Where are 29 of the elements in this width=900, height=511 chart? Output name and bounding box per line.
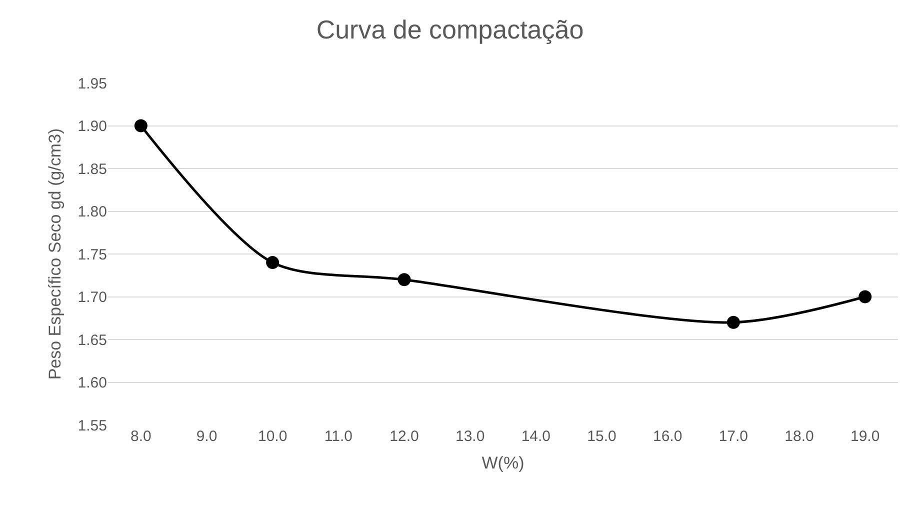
chart-title: Curva de compactação bbox=[316, 14, 584, 45]
y-tick-label: 1.70 bbox=[78, 289, 107, 306]
x-tick-label: 11.0 bbox=[324, 428, 352, 445]
point bbox=[858, 290, 872, 304]
x-tick-label: 14.0 bbox=[521, 428, 551, 445]
x-tick-label: 15.0 bbox=[587, 428, 616, 445]
x-tick-label: 12.0 bbox=[390, 428, 419, 445]
x-tick-label: 13.0 bbox=[455, 428, 485, 445]
point bbox=[398, 273, 411, 286]
x-tick-label: 8.0 bbox=[130, 428, 152, 445]
y-axis-title: Peso Específico Seco gd (g/cm3) bbox=[45, 128, 64, 380]
point bbox=[134, 119, 148, 132]
x-axis-title: W(%) bbox=[482, 453, 524, 472]
y-tick-label: 1.80 bbox=[78, 204, 107, 220]
x-tick-label: 19.0 bbox=[850, 428, 880, 445]
y-tick-label: 1.90 bbox=[78, 118, 107, 135]
y-tick-label: 1.95 bbox=[78, 75, 107, 92]
point bbox=[726, 316, 740, 329]
y-tick-label: 1.75 bbox=[78, 246, 107, 264]
y-tick-label: 1.85 bbox=[78, 160, 107, 178]
x-tick-label: 10.0 bbox=[258, 428, 288, 445]
point bbox=[266, 256, 280, 270]
x-tick-label: 17.0 bbox=[718, 428, 748, 445]
x-tick-label: 18.0 bbox=[784, 428, 814, 445]
y-tick-label: 1.55 bbox=[78, 417, 107, 434]
y-tick-label: 1.60 bbox=[78, 374, 107, 392]
x-tick-label: 9.0 bbox=[196, 428, 218, 445]
y-tick-label: 1.65 bbox=[78, 332, 107, 349]
x-tick-label: 16.0 bbox=[652, 428, 682, 445]
